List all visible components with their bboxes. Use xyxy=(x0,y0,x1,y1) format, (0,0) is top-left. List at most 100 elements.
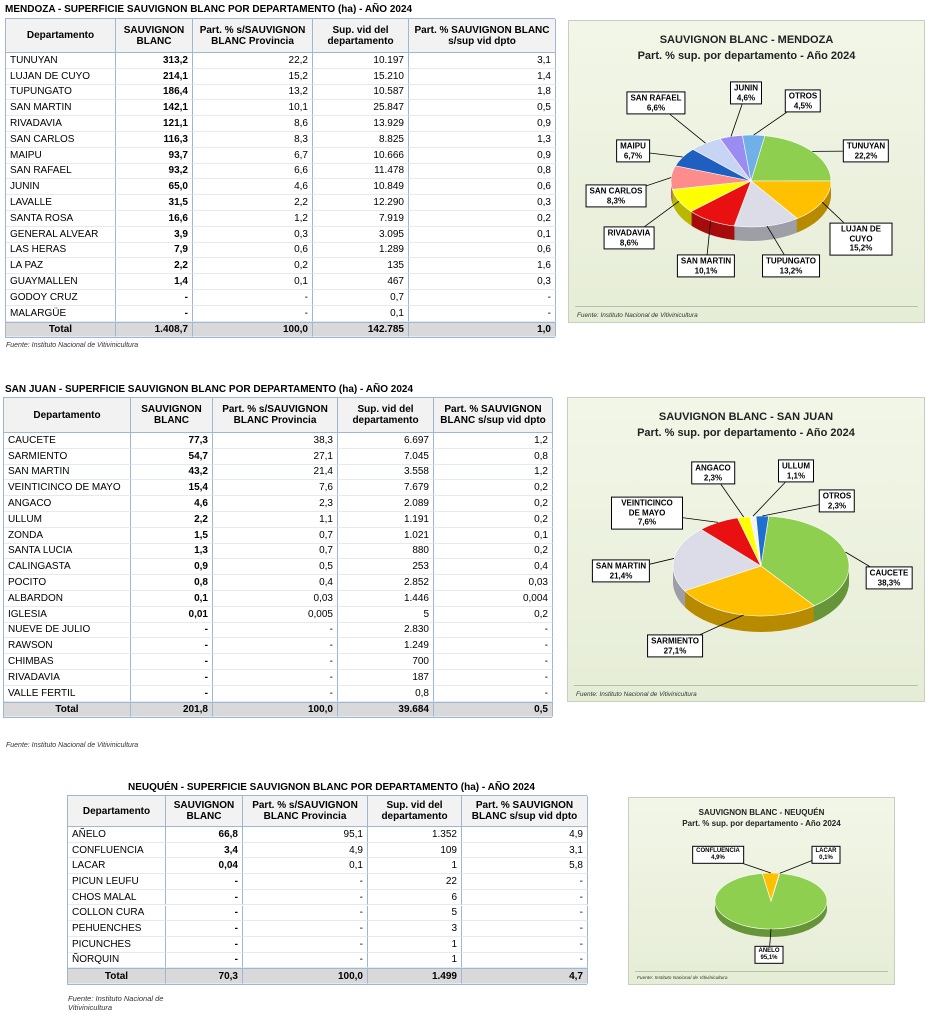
table-cell: 4,9 xyxy=(243,842,368,859)
table-cell: 0,01 xyxy=(131,606,213,623)
table-cell: VEINTICINCO DE MAYO xyxy=(4,480,131,497)
pie-slice xyxy=(733,180,798,228)
table-cell: 7.045 xyxy=(338,448,434,465)
table-cell: 0,9 xyxy=(409,116,556,132)
slice-label: LUJAN DE CUYO 15,2% xyxy=(829,222,893,256)
total-cell: Total xyxy=(68,968,166,984)
slice-label-name: OTROS xyxy=(822,491,852,501)
table-cell: - xyxy=(213,654,338,670)
total-cell: 4,7 xyxy=(462,968,588,984)
total-cell: 142.785 xyxy=(313,321,409,338)
slice-label-value: 8,6% xyxy=(619,238,639,247)
slice-label: TUNUYAN 22,2% xyxy=(842,139,890,163)
total-cell: 39.684 xyxy=(338,701,434,718)
table-cell: 7,9 xyxy=(116,242,193,259)
table-cell: 0,1 xyxy=(243,858,368,875)
table-cell: 93,7 xyxy=(116,147,193,164)
table-cell: 0,4 xyxy=(434,559,553,576)
table-cell: 6,6 xyxy=(193,163,313,180)
table-cell: 93,2 xyxy=(116,163,193,180)
table-cell: 3.095 xyxy=(313,226,409,243)
slice-label: LACAR 0,1% xyxy=(811,845,841,865)
slice-label-value: 4,5% xyxy=(793,101,813,110)
table-cell: 109 xyxy=(368,842,462,859)
slice-label: CAUCETE 38,3% xyxy=(865,566,913,590)
table-cell: LA PAZ xyxy=(6,258,116,275)
table-cell: 0,1 xyxy=(313,305,409,322)
table-cell: 0,5 xyxy=(213,559,338,576)
table-cell: 0,3 xyxy=(193,226,313,243)
table-cell: 22 xyxy=(368,874,462,890)
table-cell: - xyxy=(462,905,588,922)
table-cell: - xyxy=(462,889,588,906)
table-cell: - xyxy=(213,638,338,655)
table-cell: - xyxy=(462,952,588,969)
header-cell: Departamento xyxy=(6,19,116,53)
table-cell: - xyxy=(131,622,213,639)
table-cell: RAWSON xyxy=(4,638,131,655)
table-cell: CHOS MALAL xyxy=(68,889,166,906)
table-cell: VALLE FERTIL xyxy=(4,685,131,702)
slice-label: OTROS 4,5% xyxy=(784,89,822,113)
slice-label: SAN MARTIN 21,4% xyxy=(591,559,651,583)
table-cell: 121,1 xyxy=(116,116,193,132)
table-cell: 0,9 xyxy=(131,559,213,576)
table-cell: 0,9 xyxy=(409,147,556,164)
table-cell: 0,2 xyxy=(409,211,556,227)
table-cell: 0,6 xyxy=(193,242,313,259)
slice-label-name: SAN MARTIN xyxy=(595,561,647,571)
table-cell: - xyxy=(243,905,368,922)
table-cell: 15.210 xyxy=(313,68,409,85)
header-cell: Part. % SAUVIGNON BLANC s/sup vid dpto xyxy=(462,796,588,827)
slice-label: ULLUM 1,1% xyxy=(778,459,814,483)
source-note: Fuente: Instituto Nacional de Vitivinicu… xyxy=(68,994,164,1012)
chart-source: Fuente: Instituto Nacional de Vitivinicu… xyxy=(577,312,698,319)
table-cell: 0,1 xyxy=(434,527,553,544)
table-cell: GUAYMALLEN xyxy=(6,274,116,290)
table-cell: NUEVE DE JULIO xyxy=(4,622,131,639)
table-cell: - xyxy=(462,936,588,953)
table: Departamento SAUVIGNON BLANC Part. % s/SAU… xyxy=(67,795,588,985)
header-cell: Part. % s/SAUVIGNON BLANC Provincia xyxy=(193,19,313,53)
slice-label-name: LACAR xyxy=(815,847,837,854)
table-cell: 700 xyxy=(338,654,434,670)
table-cell: IGLESIA xyxy=(4,606,131,623)
header-cell: Part. % SAUVIGNON BLANC s/sup vid dpto xyxy=(409,19,556,53)
slice-label: RIVADAVIA 8,6% xyxy=(603,226,655,250)
table-cell: - xyxy=(213,685,338,702)
slice-label-value: 6,7% xyxy=(623,151,643,160)
slice-label-name: SAN MARTIN xyxy=(680,256,732,266)
table-cell: ÑORQUIN xyxy=(68,952,166,969)
table-cell: 66,8 xyxy=(166,827,243,843)
slice-label: VEINTICINCO DE MAYO 7,6% xyxy=(611,496,683,530)
table-cell: GODOY CRUZ xyxy=(6,290,116,306)
table-cell: 467 xyxy=(313,274,409,290)
table-cell: CAUCETE xyxy=(4,433,131,449)
pie-slice xyxy=(750,135,832,182)
table-cell: 1,1 xyxy=(213,512,338,528)
table-cell: - xyxy=(462,874,588,890)
table-cell: 1.191 xyxy=(338,512,434,528)
table-cell: RIVADAVIA xyxy=(4,670,131,686)
table-cell: 0,3 xyxy=(409,195,556,211)
table-cell: 116,3 xyxy=(116,132,193,148)
table-cell: 0,3 xyxy=(409,274,556,290)
slice-label-value: 4,9% xyxy=(711,855,725,861)
table-cell: 13,2 xyxy=(193,84,313,101)
header-cell: Sup. vid del departamento xyxy=(313,19,409,53)
table-cell: 1 xyxy=(368,936,462,953)
table-cell: 3,4 xyxy=(166,842,243,859)
table-cell: CONFLUENCIA xyxy=(68,842,166,859)
table-cell: 7.679 xyxy=(338,480,434,497)
pie-slice xyxy=(750,180,832,219)
table-cell: - xyxy=(434,685,553,702)
table-cell: - xyxy=(131,638,213,655)
slice-label: OTROS 2,3% xyxy=(818,489,856,513)
slice-label-name: MAIPU xyxy=(620,141,646,151)
table-cell: 3,1 xyxy=(462,842,588,859)
table-cell: CALINGASTA xyxy=(4,559,131,576)
table-cell: - xyxy=(166,952,243,969)
table-cell: 1,6 xyxy=(409,258,556,275)
table-cell: 0,8 xyxy=(338,685,434,702)
slice-label-name: RIVADAVIA xyxy=(607,228,651,238)
